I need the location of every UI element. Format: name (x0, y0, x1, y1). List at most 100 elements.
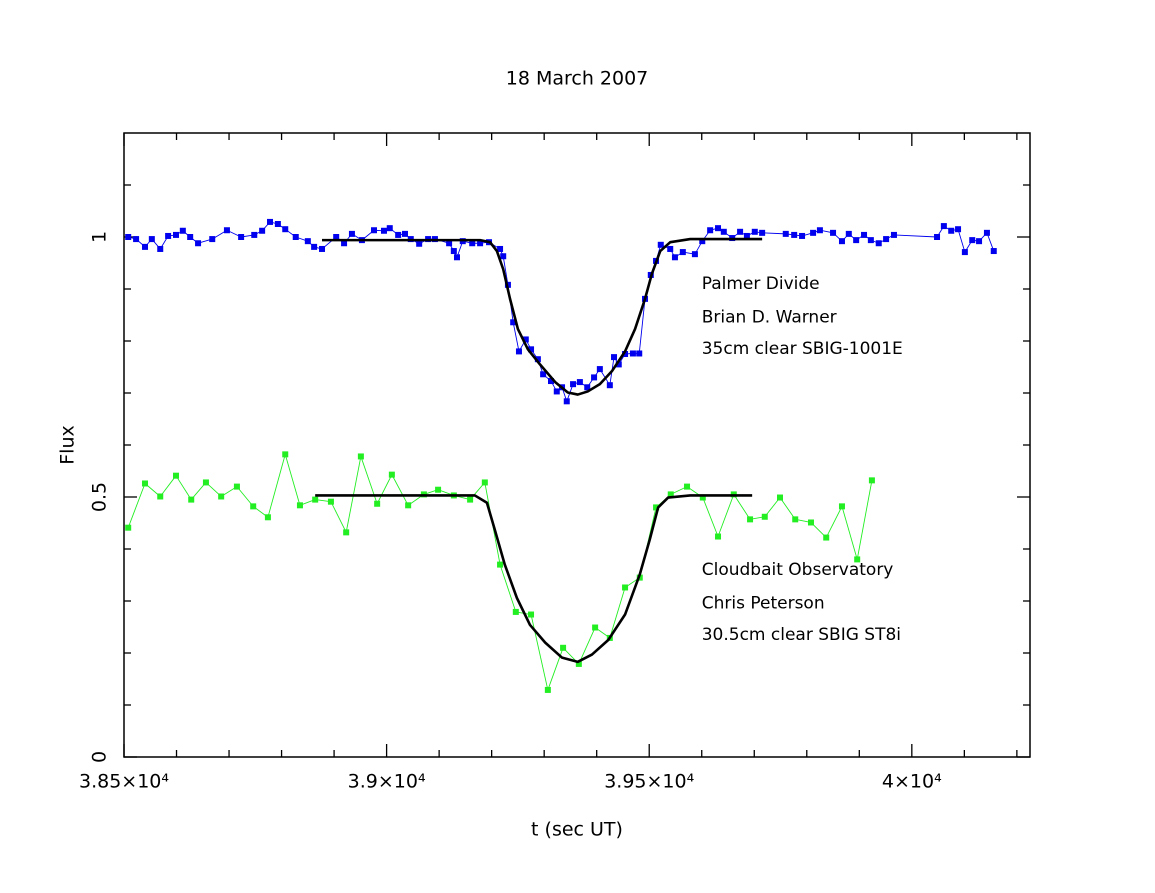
data-point (948, 227, 955, 234)
data-point (233, 483, 240, 490)
data-point (202, 479, 209, 486)
data-point (890, 231, 897, 238)
data-point (477, 240, 484, 247)
data-point (142, 243, 149, 250)
y-tick-label: 0 (89, 751, 111, 763)
data-point (292, 234, 299, 240)
data-point (125, 524, 132, 531)
data-point (209, 236, 216, 243)
data-point (165, 232, 172, 239)
data-point (405, 502, 412, 509)
data-point (743, 232, 750, 239)
data-point (319, 245, 326, 252)
data-point (807, 519, 814, 526)
data-point (854, 556, 861, 563)
data-point (497, 561, 504, 568)
data-point (311, 243, 318, 250)
data-point (575, 660, 582, 667)
data-point (955, 226, 962, 233)
data-point (274, 221, 281, 227)
data-point (341, 240, 348, 247)
data-point (446, 240, 453, 247)
x-tick-label: 3.95×10⁴ (604, 771, 694, 793)
data-point (596, 366, 603, 373)
model-line (322, 237, 763, 396)
data-point (838, 238, 845, 245)
data-point (450, 248, 457, 255)
data-point (759, 229, 766, 236)
data-point (348, 230, 355, 237)
data-point (522, 336, 529, 343)
data-point (172, 472, 179, 479)
data-point (179, 227, 186, 234)
data-point (691, 251, 698, 258)
data-point (611, 354, 618, 361)
annotation: Cloudbait Observatory (702, 560, 894, 580)
data-point (934, 234, 941, 240)
data-point (259, 227, 266, 234)
data-point (751, 228, 758, 235)
data-point (838, 503, 845, 510)
data-point (548, 378, 555, 385)
data-point (861, 231, 868, 238)
data-point (782, 230, 789, 237)
model-line (315, 494, 753, 664)
data-point (791, 231, 798, 238)
data-point (312, 496, 319, 503)
data-point (500, 253, 507, 260)
data-point (969, 237, 976, 244)
data-point (333, 234, 340, 240)
data-point (251, 231, 258, 238)
data-point (671, 254, 678, 261)
data-point (615, 361, 622, 368)
data-point (157, 245, 164, 252)
data-point (195, 240, 202, 247)
data-point (343, 529, 350, 536)
data-point (187, 234, 194, 240)
data-point (540, 371, 547, 378)
data-point (657, 241, 664, 248)
data-point (961, 249, 968, 256)
data-point (720, 228, 727, 235)
data-point (761, 513, 768, 520)
data-point (560, 644, 567, 651)
data-point (395, 231, 402, 238)
data-point (544, 686, 551, 693)
data-point (327, 498, 334, 505)
data-point (497, 245, 504, 252)
data-point (699, 238, 706, 245)
data-point (157, 493, 164, 500)
x-tick-label: 3.85×10⁴ (79, 771, 169, 793)
data-point (737, 228, 744, 235)
data-point (679, 249, 686, 256)
data-point (653, 504, 660, 511)
data-point (401, 230, 408, 237)
data-point (223, 227, 230, 234)
data-point (435, 486, 442, 493)
data-point (940, 223, 947, 230)
x-tick-label: 3.9×10⁴ (348, 771, 426, 793)
data-point (799, 232, 806, 239)
data-point (715, 533, 722, 540)
data-point (282, 226, 289, 233)
data-point (715, 225, 722, 232)
data-point (148, 236, 155, 243)
data-point (622, 584, 629, 591)
data-point (453, 254, 460, 261)
data-point (386, 225, 393, 232)
data-point (512, 608, 519, 615)
annotation: Palmer Divide (702, 274, 820, 294)
data-point (357, 453, 364, 460)
data-point (584, 384, 591, 391)
data-point (416, 240, 423, 247)
data-point (142, 480, 149, 487)
data-point (563, 398, 570, 405)
data-point (515, 348, 522, 355)
data-point (983, 229, 990, 236)
data-point (371, 227, 378, 234)
annotation: 35cm clear SBIG-1001E (702, 339, 903, 359)
data-point (853, 237, 860, 244)
data-point (629, 350, 636, 357)
